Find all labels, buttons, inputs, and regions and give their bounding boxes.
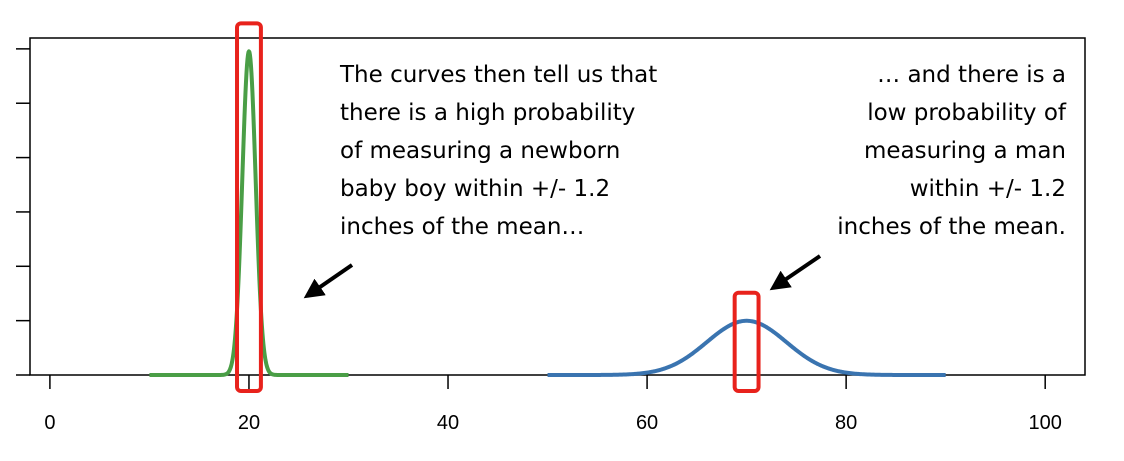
- highlight-boxes: [235, 21, 761, 393]
- annotation-right-line-5: inches of the mean.: [837, 214, 1066, 240]
- annotation-right-line-3: measuring a man: [864, 138, 1066, 164]
- x-tick-label-5: 100: [1029, 412, 1062, 434]
- annotation-left-line-5: inches of the mean…: [340, 214, 584, 240]
- y-axis-ticks: [16, 48, 30, 376]
- x-tick-label-0: 0: [44, 412, 55, 434]
- annotation-left-line-3: of measuring a newborn: [340, 138, 620, 164]
- arrow-left: [303, 263, 354, 299]
- annotation-right-line-2: low probability of: [867, 100, 1067, 126]
- annotation-left-line-4: baby boy within +/- 1.2: [340, 176, 610, 202]
- x-axis-tick-labels: 0 20 40 60 80 100: [44, 412, 1062, 434]
- x-tick-label-1: 20: [238, 412, 260, 434]
- highlight-box-0: [235, 21, 263, 393]
- annotation-right-line-4: within +/- 1.2: [910, 176, 1066, 202]
- arrow-right: [769, 254, 822, 291]
- annotation-left-line-1: The curves then tell us that: [339, 62, 657, 88]
- highlight-box-1: [732, 290, 761, 393]
- annotation-right-line-1: … and there is a: [877, 62, 1066, 88]
- x-tick-label-2: 40: [437, 412, 459, 434]
- annotation-right: … and there is a low probability of meas…: [837, 62, 1067, 240]
- annotation-left-line-2: there is a high probability: [340, 100, 635, 126]
- x-tick-label-3: 60: [636, 412, 658, 434]
- curves: [147, 49, 947, 377]
- x-tick-label-4: 80: [835, 412, 857, 434]
- series-curve-1: [546, 318, 947, 377]
- annotation-left: The curves then tell us that there is a …: [339, 62, 657, 240]
- plot-frame: [29, 37, 1086, 376]
- series-curve-0: [147, 49, 350, 377]
- x-axis-ticks: [49, 375, 1046, 389]
